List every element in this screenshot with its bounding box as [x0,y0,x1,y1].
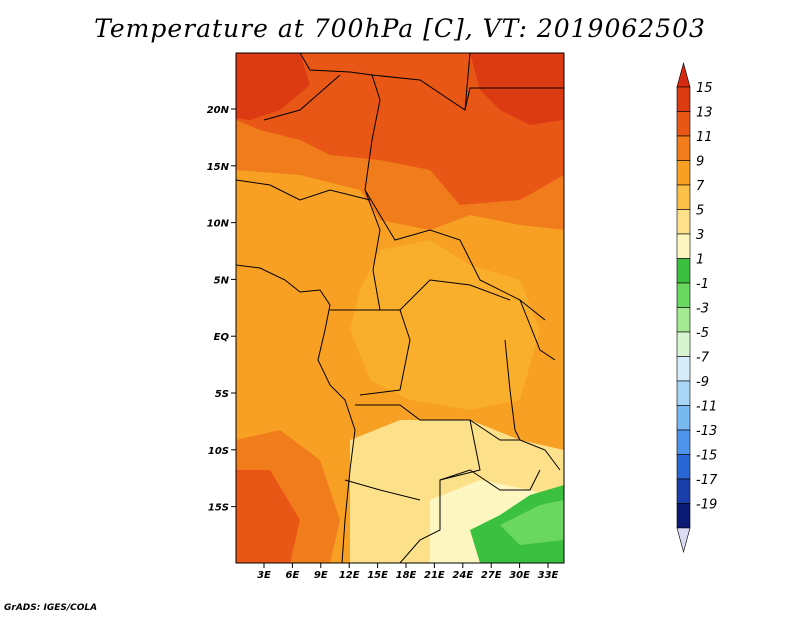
colorbar-label: -15 [696,449,717,464]
lat-tick-label: 5N [214,275,230,286]
lat-tick-label: 10N [207,219,230,230]
lon-tick-label: 6E [286,570,300,581]
colorbar-swatch [676,429,691,455]
map-title: Temperature at 700hPa [C], VT: 201906250… [94,14,706,43]
lon-tick-label: 24E [452,570,473,581]
lon-tick-label: 12E [339,570,360,581]
colorbar-label: -13 [696,424,717,439]
colorbar-swatch [676,258,691,284]
colorbar-swatch [676,160,691,186]
lon-tick-label: 27E [481,570,502,581]
lon-tick-label: 3E [257,570,271,581]
colorbar-swatch [676,209,691,235]
lat-tick-label: 15S [208,503,229,514]
colorbar-label: 9 [696,155,704,170]
lat-tick-label: EQ [214,332,230,343]
colorbar-label: 11 [696,130,713,145]
colorbar-swatch [676,331,691,357]
colorbar-swatch [676,356,691,382]
colorbar-bottom-triangle [676,527,691,554]
lon-tick-label: 15E [367,570,388,581]
colorbar-swatch [676,111,691,137]
colorbar-swatch [676,503,691,529]
lat-tick-label: 20N [207,105,230,116]
temperature-map [235,52,565,564]
lon-tick-label: 18E [396,570,417,581]
colorbar-label: 5 [696,204,704,219]
colorbar-top-triangle [676,61,691,88]
colorbar-label: -9 [696,375,709,390]
colorbar-label: -1 [696,277,709,292]
lon-tick-label: 30E [509,570,530,581]
colorbar-legend: 15 13 11 9 7 5 3 1 -1 -3 -5 -7 -9 -11 -13 -15 -17 -19 [676,61,718,554]
grads-credit: GrADS: IGES/COLA [4,603,98,613]
lon-tick-label: 33E [538,570,559,581]
colorbar-label: -11 [696,400,717,415]
colorbar-swatch [676,454,691,480]
lat-tick-label: 10S [208,446,229,457]
colorbar-swatch [676,478,691,504]
colorbar-label: -5 [696,326,709,341]
lat-tick-label: 5S [215,389,229,400]
colorbar-label: 13 [696,106,713,121]
map-frame [235,52,565,564]
colorbar-label: 15 [696,81,713,96]
colorbar-label: -19 [696,498,717,513]
colorbar-swatch [676,405,691,431]
latitude-axis: 20N 15N 10N 5N EQ 5S 10S 15S [207,105,236,514]
colorbar-label: 3 [696,228,704,243]
colorbar-label: -3 [696,302,709,317]
lon-tick-label: 21E [424,570,445,581]
colorbar-swatch [676,233,691,259]
lat-tick-label: 15N [207,162,230,173]
colorbar-swatch [676,135,691,161]
colorbar-label: -7 [696,351,710,366]
lon-tick-label: 9E [314,570,328,581]
colorbar-label: 7 [696,179,705,194]
colorbar-swatch [676,184,691,210]
colorbar-swatch [676,380,691,406]
colorbar-swatch [676,307,691,333]
longitude-axis: 3E 6E 9E 12E 15E 18E 21E 24E 27E 30E 33E [257,563,559,581]
colorbar-label: -17 [696,473,718,488]
colorbar-swatch [676,86,691,112]
colorbar-label: 1 [696,253,704,268]
colorbar-swatch [676,282,691,308]
